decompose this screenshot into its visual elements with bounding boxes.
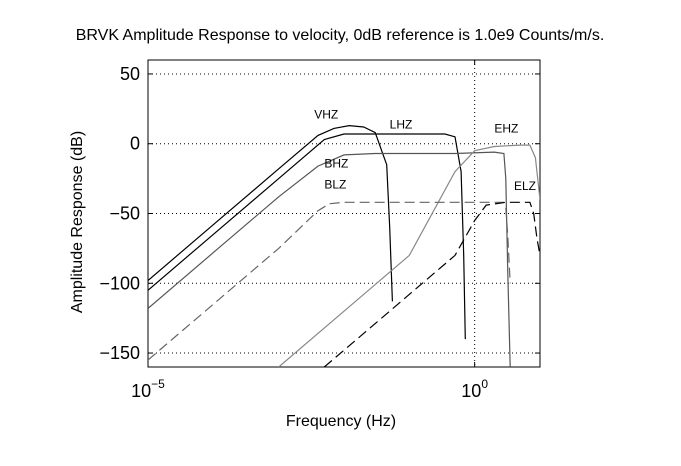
grid bbox=[147, 60, 540, 367]
series-label-ehz: EHZ bbox=[494, 122, 518, 136]
series-label-bhz: BHZ bbox=[324, 156, 348, 170]
series-label-blz: BLZ bbox=[324, 177, 346, 191]
y-tick-label: −100 bbox=[99, 273, 140, 293]
chart-title: BRVK Amplitude Response to velocity, 0dB… bbox=[76, 27, 605, 44]
series-labels: VHZ LHZ BHZ EHZ BLZ ELZ bbox=[314, 108, 536, 193]
x-tick-label: 10−5 bbox=[131, 377, 165, 401]
y-tick-label: −50 bbox=[109, 204, 140, 224]
series-label-vhz: VHZ bbox=[314, 108, 338, 122]
series-label-lhz: LHZ bbox=[390, 117, 413, 131]
y-tick-label: 50 bbox=[120, 64, 140, 84]
series-line-bhz bbox=[148, 151, 511, 367]
series-group bbox=[148, 124, 540, 367]
x-tick-label: 100 bbox=[461, 377, 488, 401]
series-line-lhz bbox=[148, 133, 466, 340]
x-axis-label: Frequency (Hz) bbox=[286, 413, 396, 430]
x-tick-base: 10 bbox=[461, 381, 481, 401]
y-tick-label: −150 bbox=[99, 343, 140, 363]
series-line-vhz bbox=[148, 124, 393, 302]
y-axis-label: Amplitude Response (dB) bbox=[69, 131, 86, 313]
y-tick-label: 0 bbox=[130, 134, 140, 154]
x-tick-exponent: −5 bbox=[151, 377, 165, 391]
series-line-elz bbox=[323, 201, 540, 367]
x-tick-base: 10 bbox=[131, 381, 151, 401]
series-line-ehz bbox=[278, 144, 540, 367]
series-label-elz: ELZ bbox=[514, 179, 536, 193]
x-tick-exponent: 0 bbox=[481, 377, 488, 391]
series-line-blz bbox=[148, 201, 511, 361]
